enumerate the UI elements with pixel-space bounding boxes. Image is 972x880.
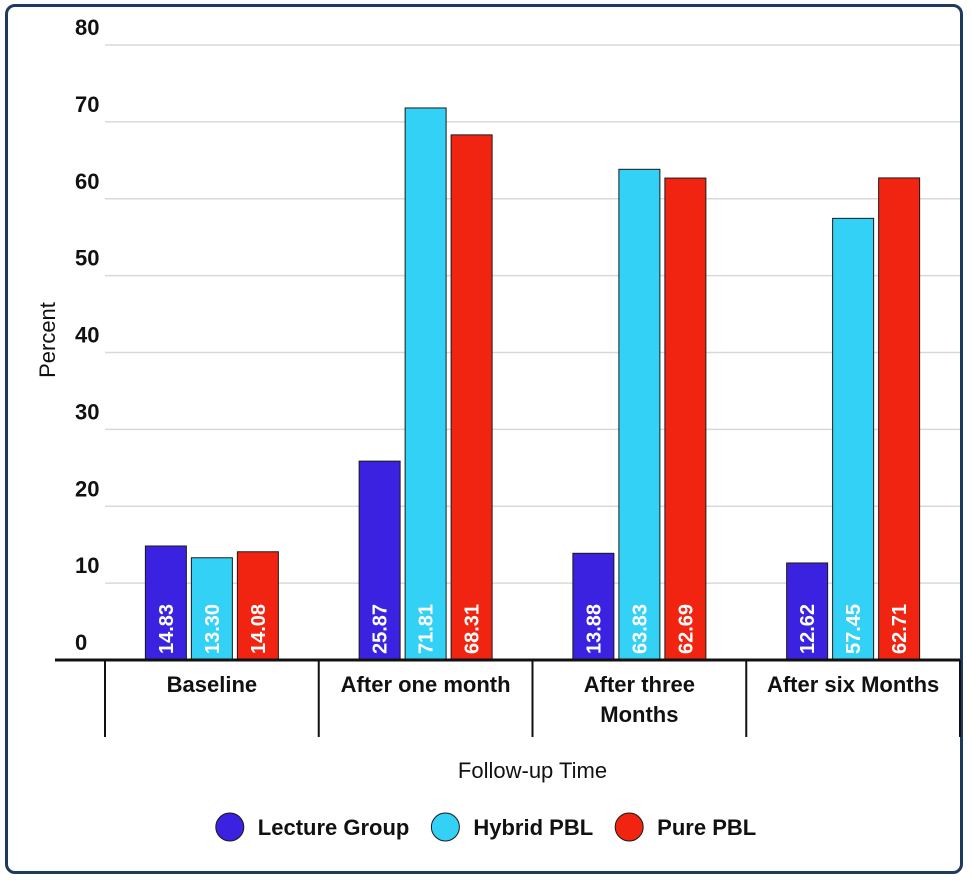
y-axis-ticks: 0 10 20 30 40 50 60 70 80 bbox=[75, 15, 99, 655]
y-tick-label: 70 bbox=[75, 92, 99, 117]
y-tick-label: 10 bbox=[75, 553, 99, 578]
bar bbox=[358, 460, 401, 661]
bar bbox=[404, 107, 447, 661]
y-tick-label: 20 bbox=[75, 476, 99, 501]
bar-data-label: 14.08 bbox=[248, 604, 270, 654]
legend-item: Hybrid PBL bbox=[430, 812, 593, 842]
bar-data-label: 12.62 bbox=[797, 604, 819, 654]
x-tick-label: After one month bbox=[341, 672, 511, 697]
y-tick-label: 0 bbox=[75, 630, 87, 655]
x-tick-label: After six Months bbox=[767, 672, 939, 697]
x-tick-label: Months bbox=[600, 702, 678, 727]
legend-item: Pure PBL bbox=[614, 812, 756, 842]
bars: 14.83 13.30 14.08 25.87 71.81 68.31 13.88 63.83… bbox=[144, 107, 921, 661]
bar bbox=[450, 134, 493, 661]
bar bbox=[572, 552, 615, 661]
y-tick-label: 50 bbox=[75, 246, 99, 271]
gridlines bbox=[105, 44, 960, 584]
legend-swatch bbox=[215, 812, 245, 842]
legend-label: Pure PBL bbox=[657, 815, 756, 840]
bar-data-label: 62.69 bbox=[675, 604, 697, 654]
bar-data-label: 25.87 bbox=[370, 604, 392, 654]
legend-swatch bbox=[430, 812, 460, 842]
y-tick-label: 60 bbox=[75, 169, 99, 194]
legend-swatch bbox=[614, 812, 644, 842]
bar bbox=[664, 177, 707, 661]
legend-item: Lecture Group bbox=[215, 812, 410, 842]
y-tick-label: 40 bbox=[75, 323, 99, 348]
bar-data-label: 63.83 bbox=[629, 604, 651, 654]
x-tick-label: Baseline bbox=[167, 672, 258, 697]
bar bbox=[190, 557, 233, 661]
x-axis-title: Follow-up Time bbox=[458, 758, 607, 783]
bar bbox=[878, 177, 921, 661]
x-tick-label: After three bbox=[584, 672, 695, 697]
legend: Lecture Group Hybrid PBL Pure PBL bbox=[215, 812, 756, 842]
y-tick-label: 30 bbox=[75, 399, 99, 424]
bar bbox=[832, 217, 875, 661]
bar-data-label: 13.88 bbox=[583, 604, 605, 654]
bar-data-label: 71.81 bbox=[416, 604, 438, 654]
bar bbox=[236, 551, 279, 661]
legend-label: Hybrid PBL bbox=[473, 815, 593, 840]
legend-label: Lecture Group bbox=[258, 815, 410, 840]
bar-data-label: 13.30 bbox=[202, 604, 224, 654]
y-tick-label: 80 bbox=[75, 15, 99, 40]
bar-data-label: 62.71 bbox=[889, 604, 911, 654]
bar bbox=[786, 562, 829, 661]
bar-data-label: 68.31 bbox=[462, 604, 484, 654]
bar-data-label: 14.83 bbox=[156, 604, 178, 654]
x-axis: Baseline After one month After three Months… bbox=[55, 658, 961, 737]
bar-data-label: 57.45 bbox=[843, 604, 865, 654]
y-axis-title: Percent bbox=[35, 302, 60, 378]
bar bbox=[618, 168, 661, 661]
